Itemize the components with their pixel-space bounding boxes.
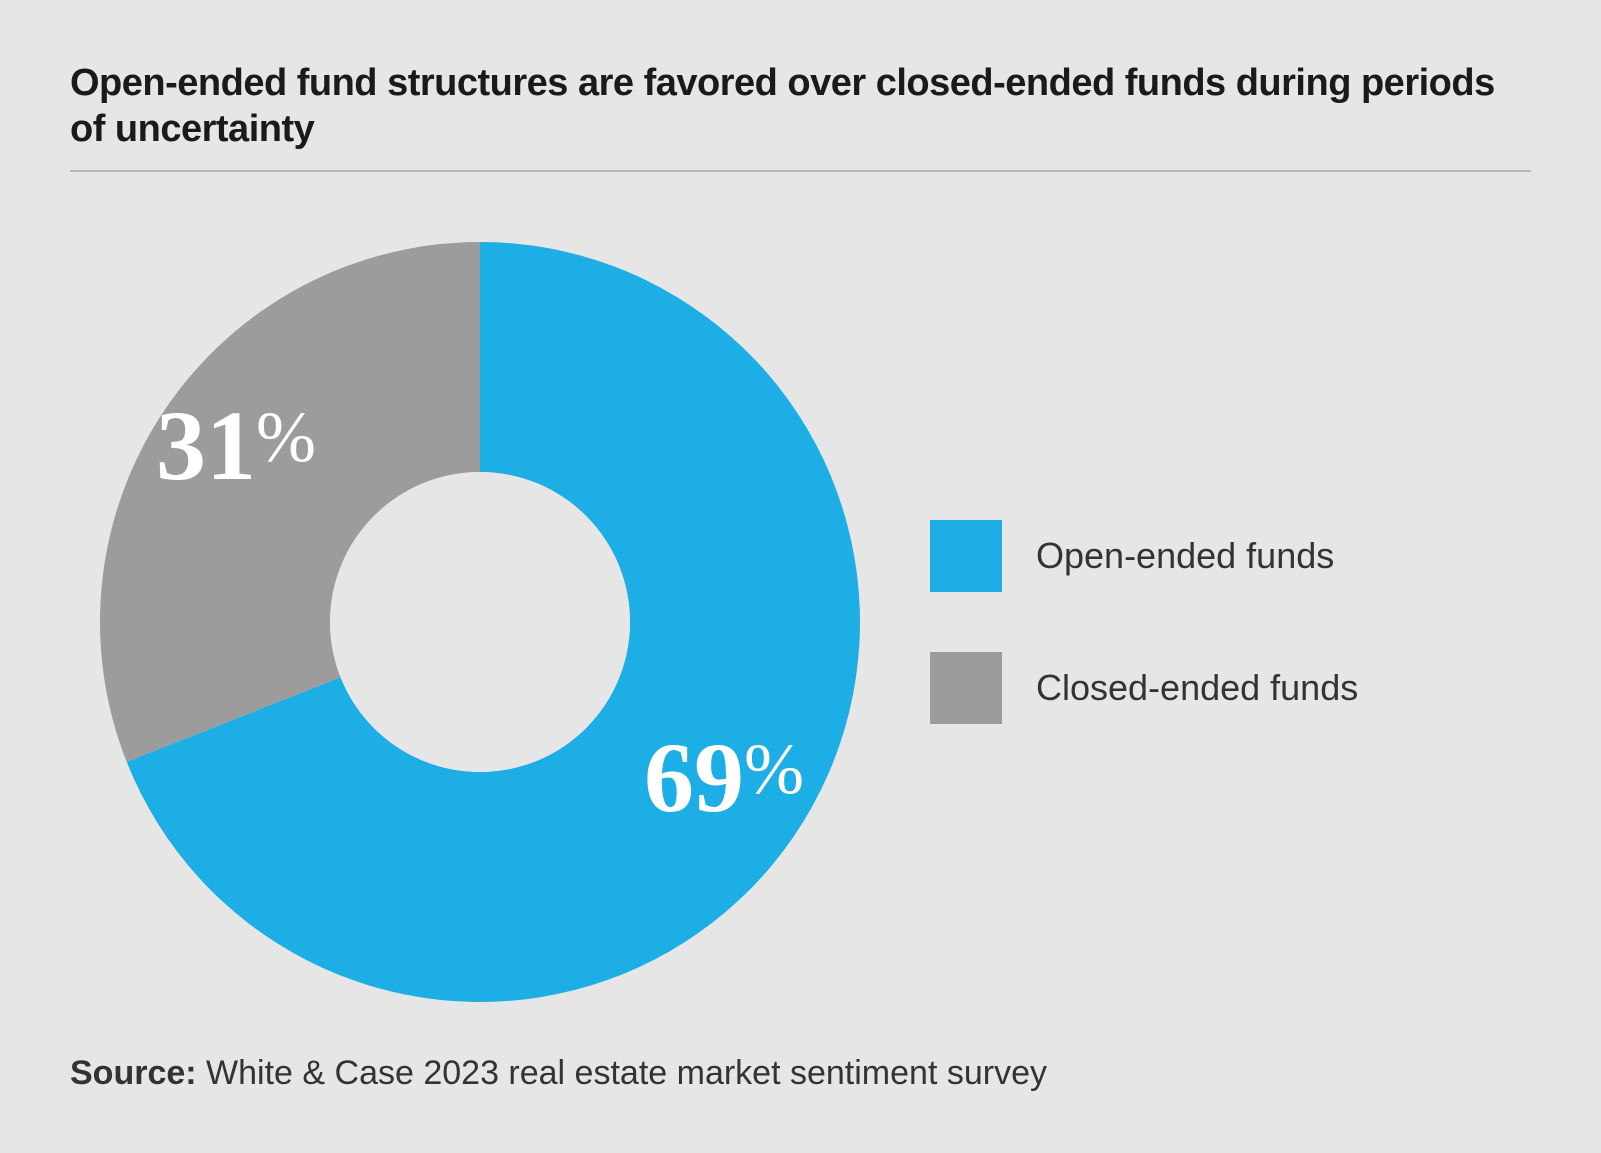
legend-swatch bbox=[930, 520, 1002, 592]
legend-swatch bbox=[930, 652, 1002, 724]
chart-title: Open-ended fund structures are favored o… bbox=[70, 60, 1531, 152]
source-text: White & Case 2023 real estate market sen… bbox=[197, 1054, 1047, 1092]
donut-chart: 69%31% bbox=[70, 212, 890, 1032]
legend: Open-ended funds Closed-ended funds bbox=[930, 460, 1358, 784]
chart-row: 69%31% Open-ended funds Closed-ended fun… bbox=[70, 212, 1531, 1032]
legend-item-closed-ended: Closed-ended funds bbox=[930, 652, 1358, 724]
donut-hole bbox=[330, 472, 630, 772]
source-line: Source: White & Case 2023 real estate ma… bbox=[70, 1054, 1047, 1093]
chart-page: Open-ended fund structures are favored o… bbox=[0, 0, 1601, 1153]
legend-label: Open-ended funds bbox=[1036, 535, 1334, 577]
source-label: Source: bbox=[70, 1054, 197, 1092]
title-rule bbox=[70, 170, 1531, 172]
legend-label: Closed-ended funds bbox=[1036, 667, 1358, 709]
legend-item-open-ended: Open-ended funds bbox=[930, 520, 1358, 592]
